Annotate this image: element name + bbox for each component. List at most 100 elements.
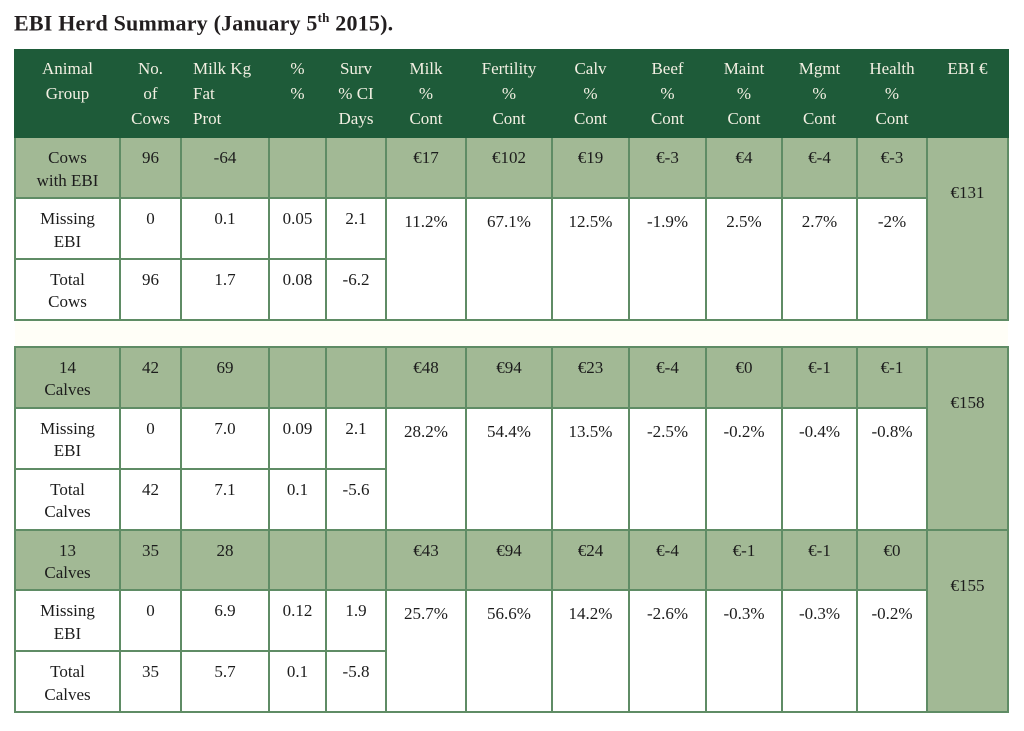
cell-milk-kg: 28 <box>180 528 270 592</box>
cell-surv: -5.8 <box>325 650 387 714</box>
cell-surv: 1.9 <box>325 589 387 653</box>
cell-cont-beef: €-3 <box>628 136 707 200</box>
col-header-milk-kg: Milk Kg Fat Prot <box>180 49 270 139</box>
cell-ebi-value: €158 <box>926 345 1009 531</box>
cell-animal-group: Missing EBI <box>14 589 121 653</box>
cell-animal-group: Total Calves <box>14 650 121 714</box>
cell-no-of-cows: 0 <box>119 197 182 260</box>
cell-cont-milk: 25.7% <box>385 589 467 714</box>
cell-cont-maint: €4 <box>705 136 783 200</box>
cell-cont-health: €-3 <box>856 136 928 200</box>
cell-pct: 0.08 <box>268 258 327 321</box>
title-text: EBI Herd Summary (January 5 <box>14 10 318 36</box>
missing-ebi-row: Missing EBI 0 0.1 0.05 2.1 11.2% 67.1% 12.5% -1.9… <box>14 197 1008 321</box>
cell-no-of-cows: 0 <box>119 406 182 470</box>
cell-cont-maint: -0.2% <box>705 406 783 531</box>
col-header-ebi-eur: EBI € <box>926 49 1009 139</box>
cell-pct: 0.05 <box>268 197 327 260</box>
cell-milk-kg: 1.7 <box>180 258 270 321</box>
cell-no-of-cows: 42 <box>119 345 182 409</box>
cell-surv: 2.1 <box>325 406 387 470</box>
cell-cont-health: -0.2% <box>856 589 928 714</box>
cell-milk-kg: 7.0 <box>180 406 270 470</box>
group-summary-row: 13 Calves 35 28 €43 €94 €24 €-4 €-1 €-1 €0 €155 <box>14 528 1009 714</box>
cell-cont-maint: €0 <box>705 345 783 409</box>
total-row: Total Cows 96 1.7 0.08 -6.2 <box>14 258 1008 321</box>
ebi-herd-summary-table: Animal Group No. of Cows Milk Kg Fat Prot%% Surv… <box>14 49 1009 714</box>
table-header-row: Animal Group No. of Cows Milk Kg Fat Prot%% Surv… <box>14 49 1009 139</box>
cell-pct: 0.1 <box>268 467 327 531</box>
cell-milk-kg: 5.7 <box>180 650 270 714</box>
cell-cont-health: €0 <box>856 528 928 592</box>
cell-animal-group: Total Cows <box>14 258 121 321</box>
col-header-no-of-cows: No. of Cows <box>119 49 182 139</box>
cell-ebi-value: €155 <box>926 528 1009 714</box>
col-header-mgmt-cont: Mgmt% Cont <box>781 49 858 139</box>
cell-pct <box>268 528 327 592</box>
col-header-calv-cont: Calv% Cont <box>551 49 630 139</box>
cell-animal-group: Missing EBI <box>14 406 121 470</box>
cell-cont-calv: 13.5% <box>551 406 630 531</box>
cell-cont-calv: €23 <box>551 345 630 409</box>
group-summary-row: Cows with EBI 96 -64 €17 €102 €19 €-3 €4 €-4 €-3 €1… <box>14 136 1009 321</box>
cell-cont-calv: 14.2% <box>551 589 630 714</box>
cell-animal-group: Cows with EBI <box>14 136 121 200</box>
cell-no-of-cows: 35 <box>119 528 182 592</box>
missing-ebi-row: Missing EBI 0 7.0 0.09 2.1 28.2% 54.4% 13.5% -2.5… <box>14 406 1008 531</box>
total-row: Total Calves 35 5.7 0.1 -5.8 <box>14 650 1008 714</box>
cell-cont-fertility: 56.6% <box>465 589 553 714</box>
cell-ebi-value: €131 <box>926 136 1009 321</box>
cell-milk-kg: 6.9 <box>180 589 270 653</box>
cell-milk-kg: -64 <box>180 136 270 200</box>
cell-cont-mgmt: €-1 <box>781 345 858 409</box>
cell-animal-group: 13 Calves <box>14 528 121 592</box>
cell-cont-milk: 11.2% <box>385 197 467 321</box>
cell-pct <box>268 345 327 409</box>
col-header-fertility-cont: Fertility% Cont <box>465 49 553 139</box>
cell-cont-beef: -2.5% <box>628 406 707 531</box>
cell-no-of-cows: 0 <box>119 589 182 653</box>
cell-pct: 0.12 <box>268 589 327 653</box>
cell-cont-fertility: 67.1% <box>465 197 553 321</box>
cell-cont-health: -0.8% <box>856 406 928 531</box>
cell-cont-health: €-1 <box>856 345 928 409</box>
spacer-cell <box>15 319 1008 347</box>
cell-pct: 0.09 <box>268 406 327 470</box>
cell-cont-maint: -0.3% <box>705 589 783 714</box>
cell-cont-milk: 28.2% <box>385 406 467 531</box>
title-superscript: th <box>317 10 330 25</box>
col-header-milk-cont: Milk% Cont <box>385 49 467 139</box>
cell-cont-beef: €-4 <box>628 345 707 409</box>
cell-cont-calv: 12.5% <box>551 197 630 321</box>
total-row: Total Calves 42 7.1 0.1 -5.6 <box>14 467 1008 531</box>
cell-cont-milk: €17 <box>385 136 467 200</box>
page-title: EBI Herd Summary (January 5th 2015). <box>14 10 1024 36</box>
cell-cont-mgmt: €-1 <box>781 528 858 592</box>
cell-cont-fertility: €94 <box>465 345 553 409</box>
cell-cont-maint: €-1 <box>705 528 783 592</box>
col-header-health-cont: Health% Cont <box>856 49 928 139</box>
cell-cont-fertility: €102 <box>465 136 553 200</box>
cell-cont-health: -2% <box>856 197 928 321</box>
cell-cont-mgmt: -0.4% <box>781 406 858 531</box>
cell-cont-milk: €48 <box>385 345 467 409</box>
cell-cont-beef: -2.6% <box>628 589 707 714</box>
spacer-row <box>15 319 1008 347</box>
cell-surv <box>325 345 387 409</box>
cell-cont-mgmt: €-4 <box>781 136 858 200</box>
cell-cont-fertility: 54.4% <box>465 406 553 531</box>
cell-surv <box>325 136 387 200</box>
cell-milk-kg: 69 <box>180 345 270 409</box>
cell-animal-group: Missing EBI <box>14 197 121 260</box>
cell-surv: -5.6 <box>325 467 387 531</box>
cell-cont-milk: €43 <box>385 528 467 592</box>
col-header-maint-cont: Maint% Cont <box>705 49 783 139</box>
col-header-surv: Surv% CI Days <box>325 49 387 139</box>
cell-no-of-cows: 42 <box>119 467 182 531</box>
cell-cont-calv: €19 <box>551 136 630 200</box>
cell-no-of-cows: 35 <box>119 650 182 714</box>
col-header-pct-pct: %% <box>268 49 327 139</box>
cell-cont-mgmt: 2.7% <box>781 197 858 321</box>
col-header-beef-cont: Beef% Cont <box>628 49 707 139</box>
cell-surv: -6.2 <box>325 258 387 321</box>
